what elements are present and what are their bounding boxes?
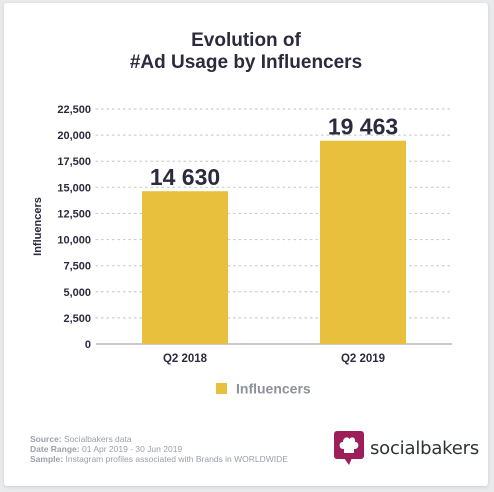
y-tick-label: 5,000 bbox=[63, 287, 91, 299]
chart-title-line-2: #Ad Usage by Influencers bbox=[129, 52, 363, 73]
footer-sample: Sample: Instagram profiles associated wi… bbox=[30, 454, 288, 464]
bar bbox=[142, 191, 228, 344]
y-axis-label: Influencers bbox=[32, 197, 44, 256]
data-label: 19 463 bbox=[328, 114, 398, 140]
bar bbox=[320, 140, 406, 344]
y-tick-label: 0 bbox=[85, 339, 91, 351]
y-tick-label: 2,500 bbox=[63, 313, 91, 325]
y-tick-label: 22,500 bbox=[57, 104, 91, 116]
y-tick-label: 20,000 bbox=[57, 130, 91, 142]
footer-date-range: Date Range: 01 Apr 2019 - 30 Jun 2019 bbox=[30, 444, 183, 454]
bar-chart: 0 2,500 5,000 7,500 10,000 12,500 15,000 17,500… bbox=[32, 104, 453, 397]
brand-name: socialbakers bbox=[370, 437, 480, 459]
brand-logo: socialbakers bbox=[334, 431, 479, 465]
chef-hat-icon bbox=[334, 431, 364, 465]
y-tick-label: 17,500 bbox=[57, 156, 91, 168]
data-label: 14 630 bbox=[150, 164, 220, 190]
legend-label: Influencers bbox=[236, 381, 311, 397]
y-tick-label: 7,500 bbox=[63, 261, 91, 273]
legend-swatch bbox=[216, 383, 227, 394]
footer-source: Source: Socialbakers data bbox=[30, 434, 132, 444]
chart-title: Evolution of #Ad Usage by Influencers bbox=[4, 30, 488, 74]
y-tick-label: 12,500 bbox=[57, 208, 91, 220]
chart-card: Evolution of #Ad Usage by Influencers 0 2… bbox=[4, 3, 488, 486]
chart-footer: Source: Socialbakers data Date Range: 01… bbox=[30, 434, 288, 464]
x-tick-label: Q2 2019 bbox=[341, 353, 385, 365]
y-tick-label: 15,000 bbox=[57, 182, 91, 194]
y-tick-label: 10,000 bbox=[57, 235, 91, 247]
chart-title-line-1: Evolution of bbox=[191, 30, 301, 51]
x-tick-label: Q2 2018 bbox=[163, 353, 208, 365]
